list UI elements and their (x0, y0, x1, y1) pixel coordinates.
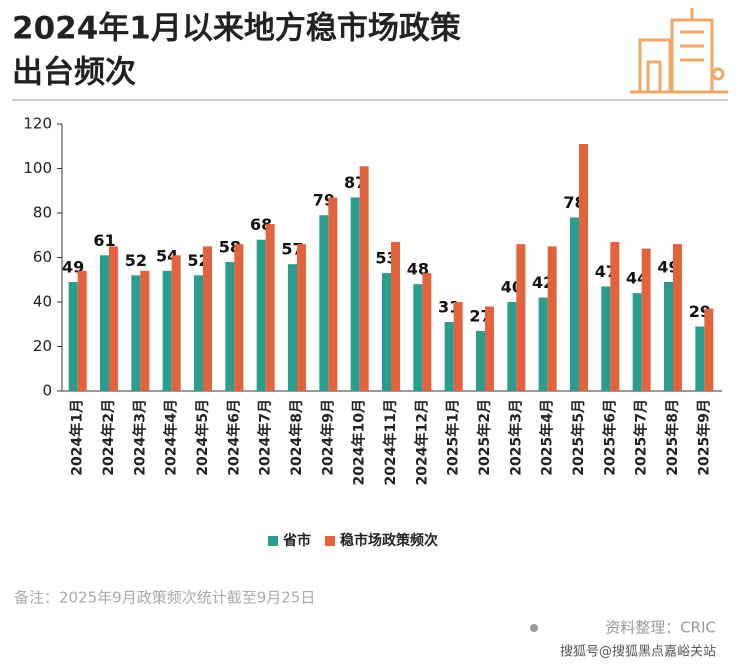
bar (288, 264, 297, 391)
bar (485, 306, 494, 391)
x-tick-label: 2024年10月 (351, 399, 368, 485)
bar (516, 244, 526, 391)
x-tick-label: 2024年12月 (413, 399, 430, 485)
x-tick-label: 2024年9月 (319, 399, 336, 476)
bar (140, 270, 150, 391)
bar (601, 286, 611, 391)
bar (704, 308, 714, 391)
bar (673, 244, 682, 391)
x-tick-label: 2025年9月 (695, 399, 712, 476)
x-tick-label: 2024年2月 (100, 399, 117, 476)
y-tick-label: 120 (23, 115, 52, 133)
bar (297, 244, 306, 391)
x-tick-label: 2024年1月 (69, 399, 86, 476)
x-tick-label: 2024年3月 (131, 399, 148, 476)
bar (382, 273, 391, 391)
x-tick-label: 2024年7月 (257, 399, 274, 476)
bar (507, 302, 517, 391)
bar (444, 322, 454, 391)
bar (695, 326, 705, 391)
bar (453, 302, 463, 391)
bar (171, 255, 181, 391)
y-tick-label: 40 (33, 293, 52, 311)
bar (610, 241, 620, 391)
x-tick-label: 2025年1月 (445, 399, 462, 476)
bar (328, 197, 338, 391)
bar (100, 255, 109, 391)
bar (256, 239, 266, 391)
bar (413, 284, 423, 391)
x-tick-label: 2025年8月 (664, 399, 681, 476)
bar (538, 297, 548, 391)
bar (350, 197, 360, 391)
bar (131, 275, 141, 391)
note: 备注：2025年9月政策频次统计截至9月25日 (14, 589, 315, 607)
bar (68, 281, 78, 391)
bar (579, 144, 588, 391)
bar (162, 270, 172, 391)
bar (109, 246, 118, 391)
bar (570, 217, 579, 391)
bar (359, 166, 369, 391)
x-tick-label: 2024年11月 (382, 399, 399, 485)
watermark: 搜狐号@搜狐黑点嘉峪关站 (560, 645, 716, 660)
legend-label: 省市 (282, 532, 311, 549)
bar (225, 261, 235, 391)
bar (265, 224, 275, 391)
x-tick-label: 2025年7月 (633, 399, 650, 476)
y-tick-label: 80 (33, 204, 52, 222)
bar (641, 248, 651, 391)
legend-label: 稳市场政策频次 (340, 532, 438, 549)
bar (632, 293, 642, 391)
bar (319, 215, 329, 391)
y-tick-label: 20 (33, 337, 52, 355)
bar (203, 246, 212, 391)
bullet (530, 624, 538, 632)
legend-swatch (268, 536, 278, 546)
bar (547, 246, 557, 391)
x-tick-label: 2025年5月 (570, 399, 587, 476)
y-tick-label: 0 (42, 382, 52, 400)
bar (234, 244, 244, 391)
x-tick-label: 2024年4月 (163, 399, 180, 476)
bar (422, 273, 432, 391)
chart-title: 2024年1月以来地方稳市场政策 (12, 11, 461, 47)
bar (194, 275, 203, 391)
data-label: 61 (93, 231, 115, 250)
data-label: 52 (125, 251, 147, 270)
bar (476, 330, 485, 391)
x-tick-label: 2024年5月 (194, 399, 211, 476)
chart-title: 出台频次 (12, 55, 136, 91)
legend-swatch (325, 536, 335, 546)
building-icon (630, 8, 728, 94)
y-tick-label: 100 (23, 159, 52, 177)
x-tick-label: 2025年2月 (476, 399, 493, 476)
x-tick-label: 2025年3月 (507, 399, 524, 476)
bar (77, 270, 87, 391)
x-tick-label: 2025年6月 (601, 399, 618, 476)
x-tick-label: 2025年4月 (539, 399, 556, 476)
x-tick-label: 2024年8月 (288, 399, 305, 476)
y-tick-label: 60 (33, 248, 52, 266)
source: 资料整理：CRIC (605, 619, 716, 637)
bar (664, 281, 673, 391)
bar (391, 241, 400, 391)
x-tick-label: 2024年6月 (225, 399, 242, 476)
